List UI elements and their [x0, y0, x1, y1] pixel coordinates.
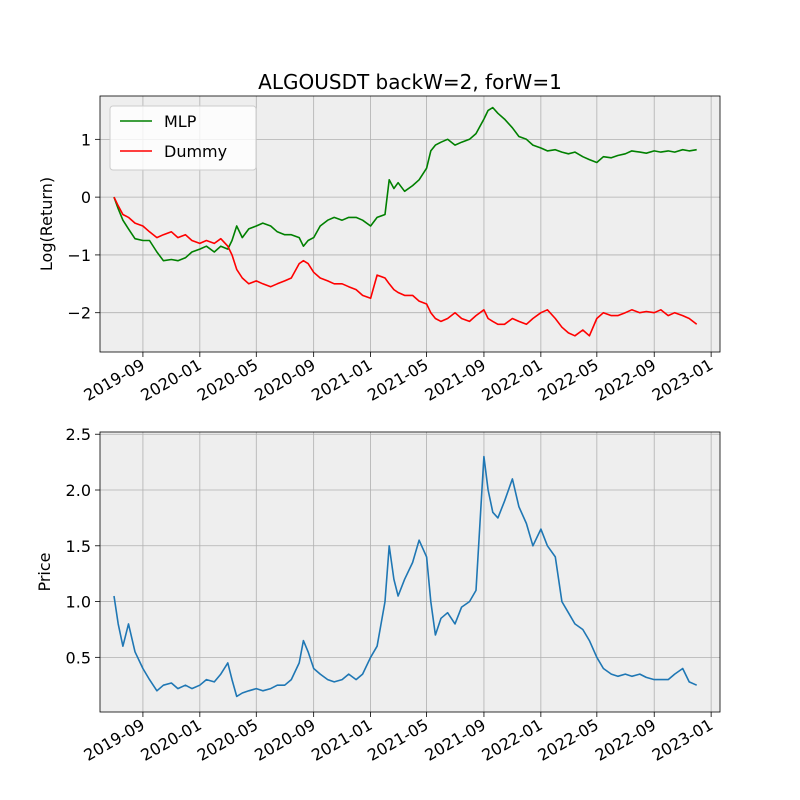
- x-tick-label: 2020-05: [194, 355, 261, 405]
- plot-area: [100, 432, 720, 712]
- x-tick-label: 2023-01: [649, 355, 716, 405]
- x-tick-label: 2021-05: [364, 715, 431, 765]
- x-tick-label: 2019-09: [81, 715, 148, 765]
- legend-label-dummy: Dummy: [164, 142, 227, 161]
- legend-label-mlp: MLP: [164, 112, 197, 131]
- grid: [100, 432, 720, 712]
- x-tick-label: 2020-09: [251, 355, 318, 405]
- log-return-chart: ALGOUSDT backW=2, forW=1 2019-092020-012…: [37, 70, 721, 405]
- x-tick-label: 2019-09: [81, 355, 148, 405]
- y-tick-label: 0.5: [66, 648, 91, 667]
- x-tick-label: 2020-01: [137, 715, 204, 765]
- series-layer: [113, 455, 698, 698]
- x-tick-label: 2023-01: [649, 715, 716, 765]
- y-axis: 1 0 −1 −2: [67, 130, 100, 323]
- x-tick-label: 2021-01: [308, 355, 375, 405]
- legend: MLP Dummy: [109, 105, 257, 171]
- x-tick-label: 2022-05: [534, 355, 601, 405]
- y-tick-label: −2: [67, 304, 91, 323]
- x-tick-label: 2022-01: [478, 715, 545, 765]
- axes-frame: [99, 95, 721, 353]
- x-tick-label: 2021-01: [308, 715, 375, 765]
- x-axis: 2019-092020-012020-052020-092021-012021-…: [81, 352, 716, 405]
- x-axis: 2019-092020-012020-052020-092021-012021-…: [81, 712, 716, 765]
- legend-box: [109, 105, 257, 171]
- axes-frame: [99, 431, 721, 713]
- price-series-line: [113, 455, 698, 698]
- dummy-series-line: [113, 196, 698, 337]
- y-tick-label: 1: [81, 130, 91, 149]
- x-tick-label: 2021-05: [364, 355, 431, 405]
- x-tick-label: 2022-09: [592, 355, 659, 405]
- series-layer: [113, 106, 698, 337]
- y-tick-label: 1.5: [66, 537, 91, 556]
- y-axis: 2.5 2.0 1.5 1.0 0.5: [66, 425, 100, 667]
- y-tick-label: −1: [67, 246, 91, 265]
- y-tick-label: 1.0: [66, 593, 91, 612]
- y-axis-label: Price: [35, 552, 54, 591]
- y-tick-label: 2.0: [66, 481, 91, 500]
- chart-title: ALGOUSDT backW=2, forW=1: [258, 70, 562, 94]
- x-tick-label: 2022-05: [534, 715, 601, 765]
- x-tick-label: 2022-09: [592, 715, 659, 765]
- y-axis-label: Log(Return): [37, 177, 56, 271]
- mlp-series-line: [113, 106, 697, 262]
- x-tick-label: 2020-05: [194, 715, 261, 765]
- x-tick-label: 2020-01: [137, 355, 204, 405]
- y-tick-label: 0: [81, 188, 91, 207]
- x-tick-label: 2022-01: [478, 355, 545, 405]
- y-tick-label: 2.5: [66, 425, 91, 444]
- x-tick-label: 2021-09: [422, 715, 489, 765]
- price-chart: 2019-092020-012020-052020-092021-012021-…: [35, 425, 721, 765]
- x-tick-label: 2021-09: [422, 355, 489, 405]
- x-tick-label: 2020-09: [251, 715, 318, 765]
